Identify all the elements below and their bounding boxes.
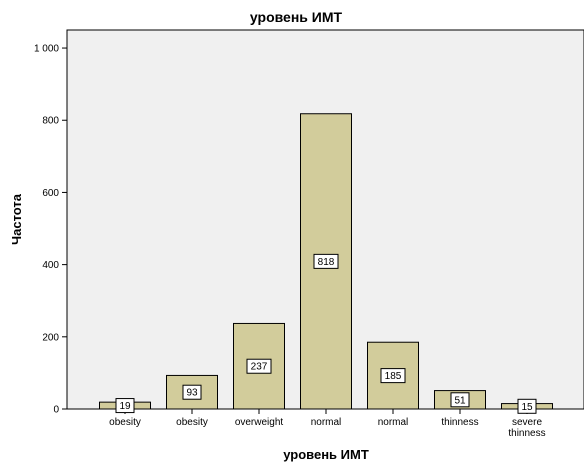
- x-tick-label: normal: [311, 417, 342, 428]
- x-tick-label: severe thinness: [508, 417, 545, 439]
- x-tick-label: obesity: [176, 417, 208, 428]
- svg-text:818: 818: [318, 257, 335, 268]
- y-axis: 0 200 400 600 800 1 000: [34, 44, 67, 416]
- x-axis-title: уровень ИМТ: [283, 447, 369, 462]
- y-tick-label: 600: [42, 188, 59, 199]
- chart-title: уровень ИМТ: [250, 9, 343, 25]
- y-tick-label: 0: [53, 405, 59, 416]
- y-tick-label: 800: [42, 116, 59, 127]
- y-tick-label: 400: [42, 260, 59, 271]
- data-label: 185: [380, 368, 406, 384]
- y-axis-title: Частота: [9, 193, 24, 245]
- data-label: 818: [313, 253, 339, 269]
- x-tick-label: obesity: [109, 417, 141, 428]
- data-labels: 19 93 237 818 185 51 15: [115, 253, 537, 414]
- svg-text:15: 15: [521, 402, 533, 413]
- svg-text:51: 51: [454, 395, 466, 406]
- svg-text:93: 93: [186, 388, 198, 399]
- svg-text:237: 237: [251, 362, 268, 373]
- data-label: 51: [450, 392, 470, 408]
- data-label: 237: [246, 358, 272, 374]
- x-tick-label: thinness: [441, 417, 478, 428]
- x-tick-label: normal: [378, 417, 409, 428]
- x-tick-label: overweight: [235, 417, 284, 428]
- y-tick-label: 1 000: [34, 44, 59, 55]
- data-label: 15: [517, 398, 537, 414]
- svg-text:185: 185: [385, 371, 402, 382]
- y-tick-label: 200: [42, 332, 59, 343]
- svg-text:19: 19: [119, 401, 131, 412]
- data-label: 93: [182, 384, 202, 400]
- data-label: 19: [115, 398, 135, 414]
